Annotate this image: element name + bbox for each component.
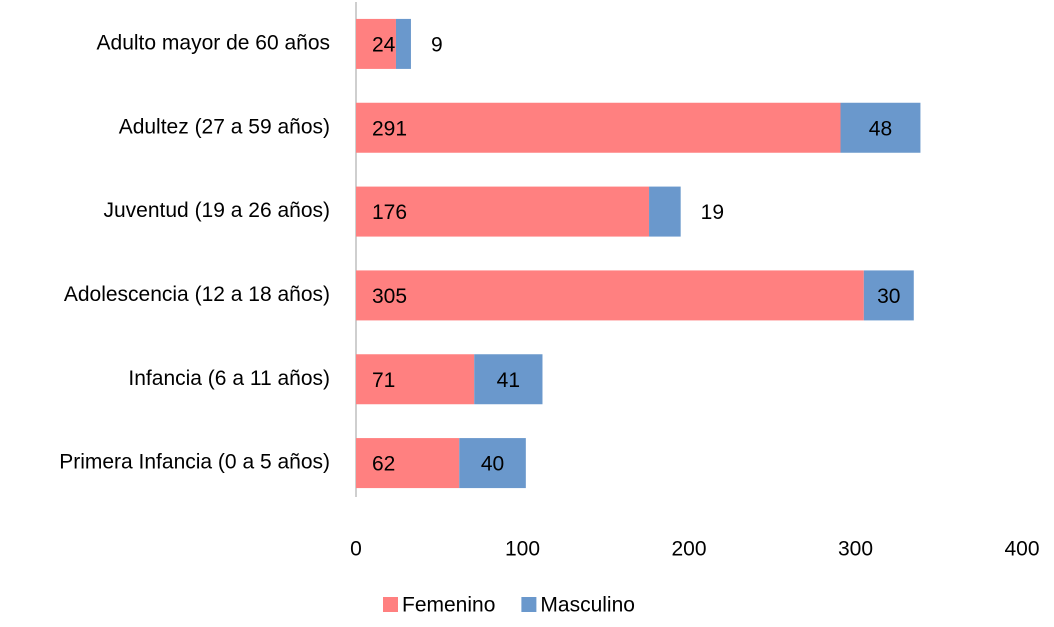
y-tick-label: Infancia (6 a 11 años) — [128, 367, 330, 390]
bar-segment — [840, 102, 921, 153]
data-label: 176 — [372, 201, 407, 224]
bar-segment — [356, 186, 650, 237]
x-tick-label: 0 — [350, 538, 362, 561]
data-label: 19 — [701, 201, 724, 224]
bar-segment — [356, 354, 475, 405]
y-tick-label: Adolescencia (12 a 18 años) — [64, 283, 330, 306]
legend-label: Masculino — [540, 594, 635, 617]
data-label: 30 — [877, 285, 900, 308]
y-tick-label: Adulto mayor de 60 años — [97, 31, 330, 54]
data-label: 41 — [497, 369, 520, 392]
x-tick-label: 200 — [671, 538, 706, 561]
legend-label: Femenino — [402, 594, 495, 617]
x-tick-label: 300 — [838, 538, 873, 561]
data-label: 291 — [372, 117, 407, 140]
data-label: 48 — [869, 117, 892, 140]
data-label: 71 — [372, 369, 395, 392]
x-tick-label: 400 — [1004, 538, 1039, 561]
x-tick-label: 100 — [505, 538, 540, 561]
y-tick-label: Primera Infancia (0 a 5 años) — [59, 451, 330, 474]
bar-segment — [356, 438, 460, 489]
bar-segment — [649, 186, 681, 237]
data-label: 62 — [372, 453, 395, 476]
data-label: 40 — [481, 453, 504, 476]
bar-segment — [863, 270, 914, 321]
bar-segment — [459, 438, 526, 489]
bar-segment — [356, 102, 841, 153]
y-tick-label: Juventud (19 a 26 años) — [104, 199, 331, 222]
y-tick-label: Adultez (27 a 59 años) — [119, 115, 330, 138]
legend-swatch — [521, 597, 537, 612]
data-label: 9 — [431, 33, 443, 56]
bar-segment — [395, 18, 411, 69]
legend-swatch — [383, 597, 398, 612]
data-label: 24 — [372, 33, 396, 56]
data-label: 305 — [372, 285, 407, 308]
bar-segment — [356, 270, 864, 321]
bar-segment — [474, 354, 543, 405]
bar-segment — [356, 18, 396, 69]
